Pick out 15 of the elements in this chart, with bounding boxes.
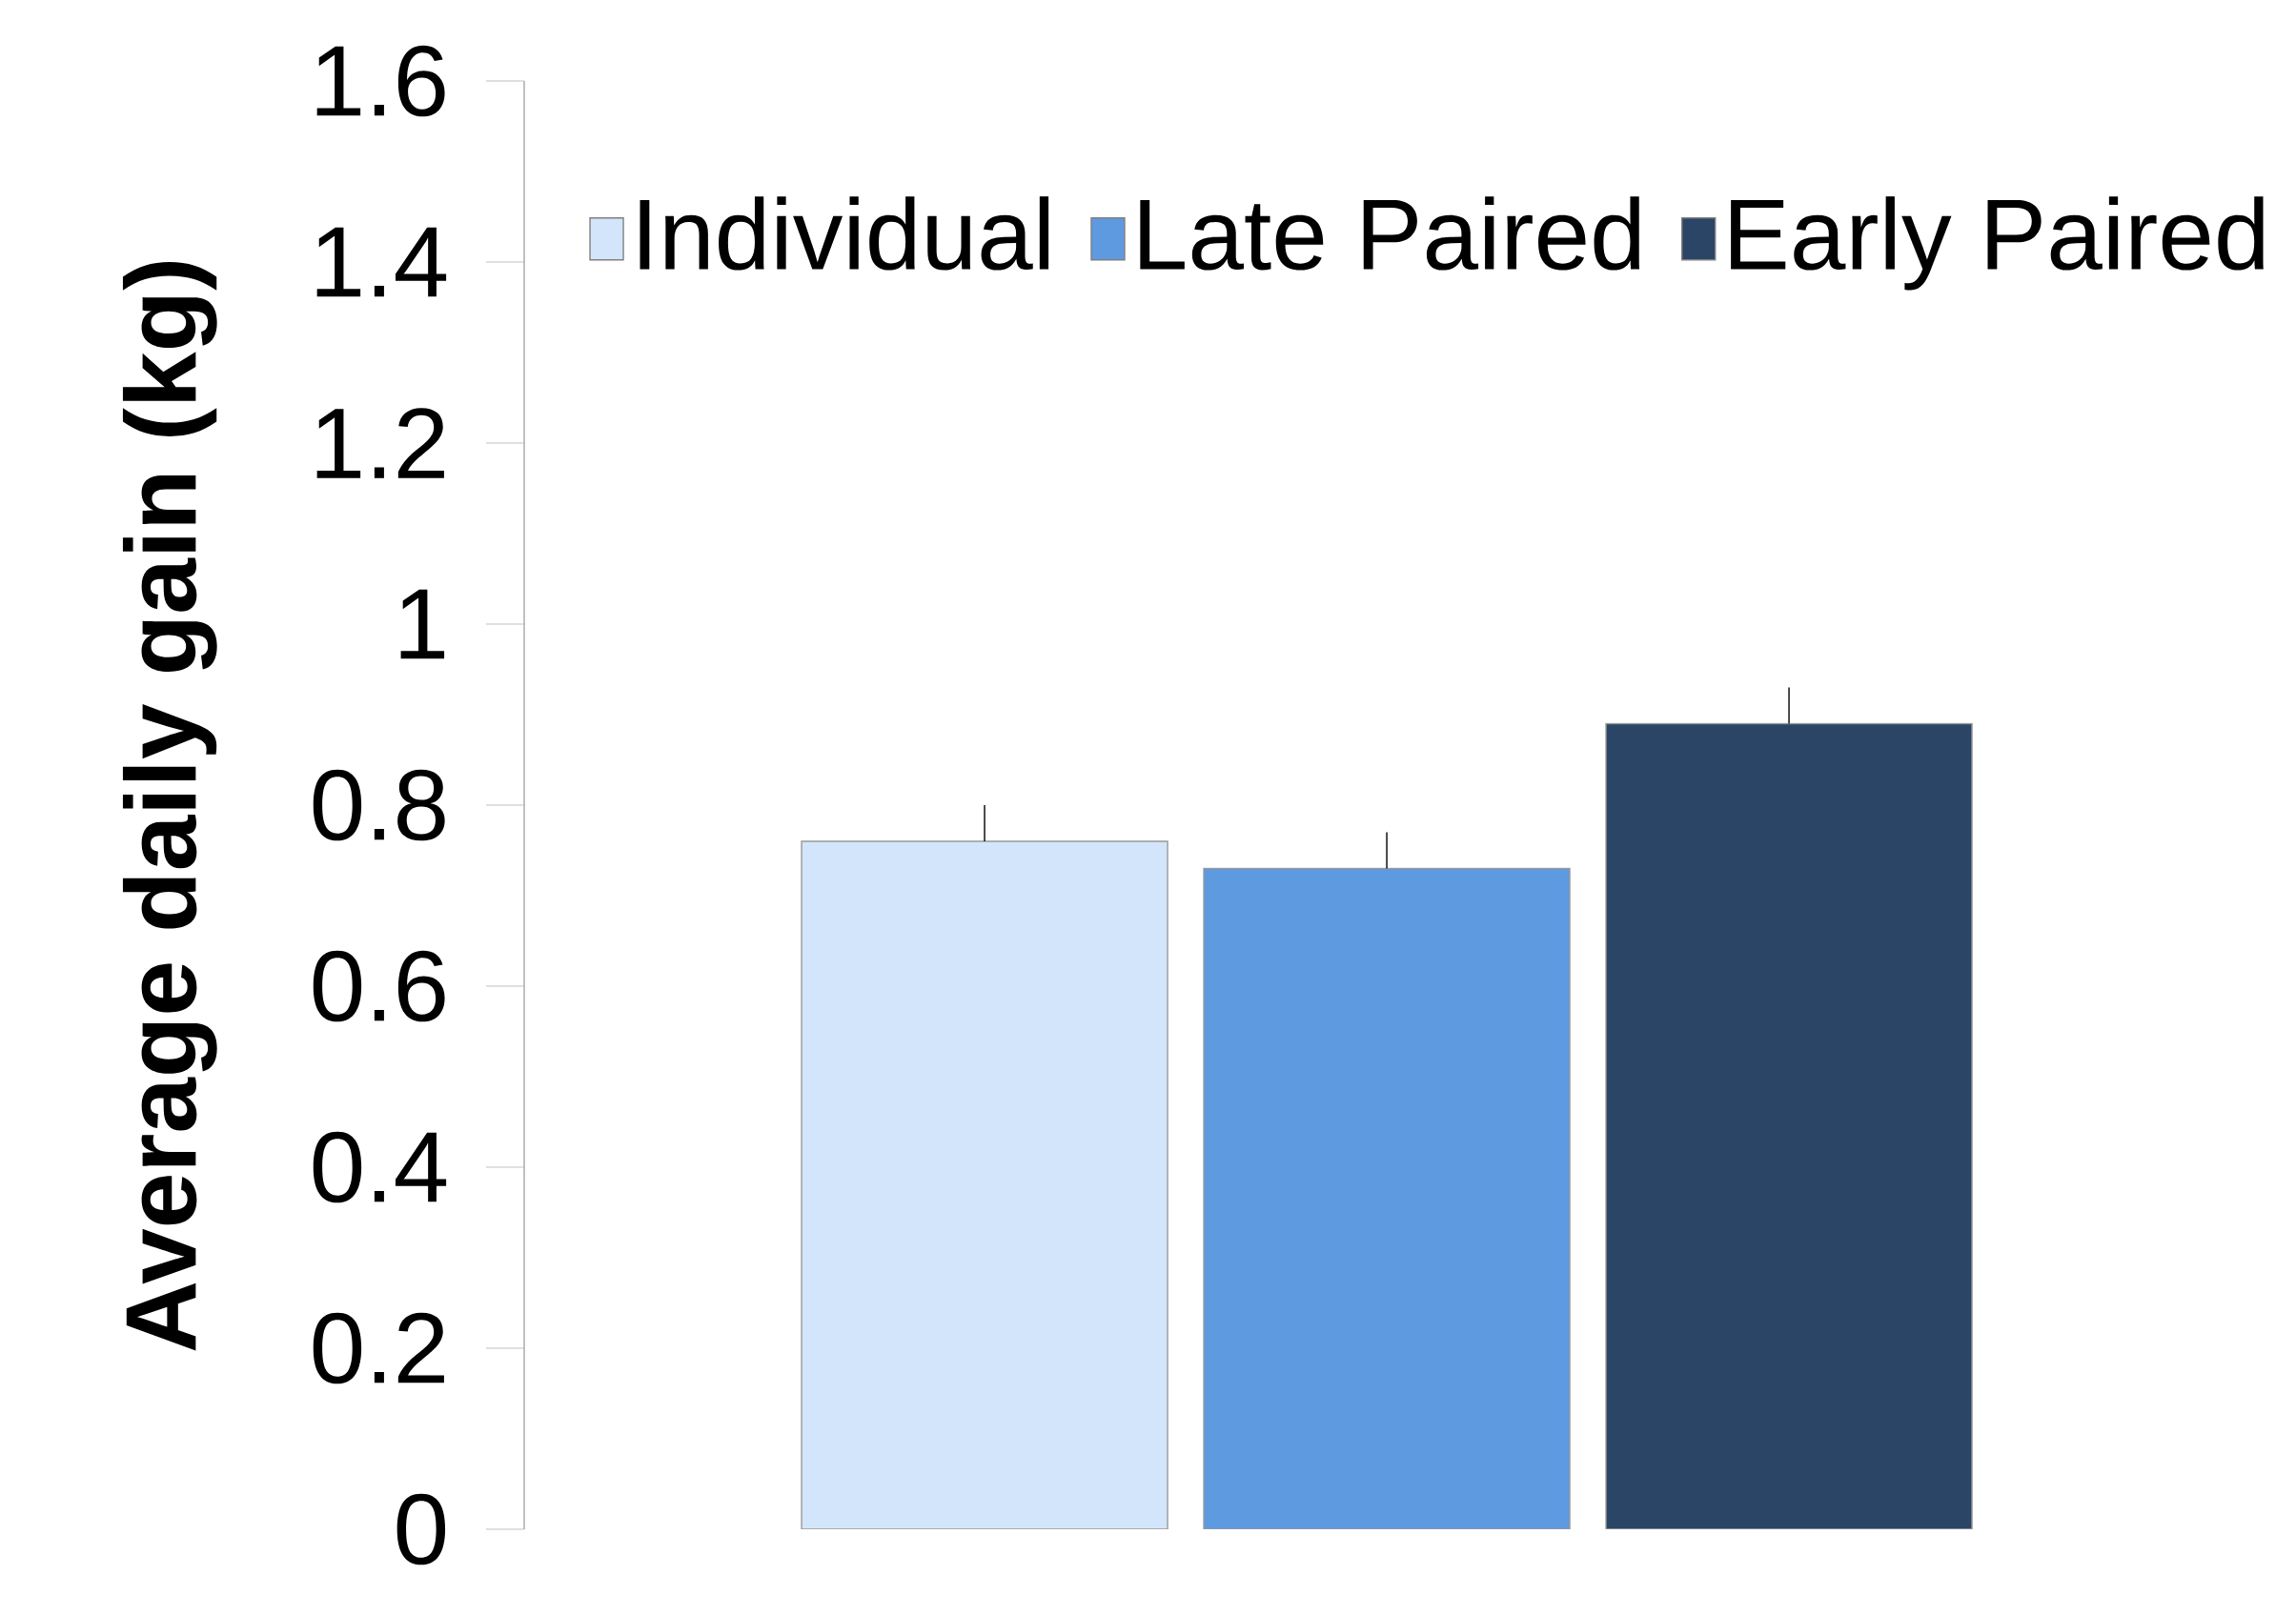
y-tick-label: 1.4 xyxy=(316,227,447,297)
y-tick-label: 1.6 xyxy=(316,45,445,117)
legend-label: Early Paired xyxy=(1731,196,2264,291)
y-tick-label: 1.2 xyxy=(316,408,444,478)
y-tick-label: 0.4 xyxy=(313,1131,447,1203)
legend-label: Late Paired xyxy=(1140,196,1640,271)
y-axis-title: Average daily gain (kg) xyxy=(122,262,217,1351)
y-tick-label: 0.2 xyxy=(313,1312,444,1384)
y-tick-label: 0.8 xyxy=(313,769,445,841)
y-tick-label: 0.6 xyxy=(313,950,445,1022)
bar xyxy=(801,840,1168,1529)
y-tick-label: 0 xyxy=(396,1493,446,1565)
legend-label: Individual xyxy=(640,196,1049,271)
y-tick-label: 1 xyxy=(400,589,445,659)
bar xyxy=(1605,722,1973,1529)
